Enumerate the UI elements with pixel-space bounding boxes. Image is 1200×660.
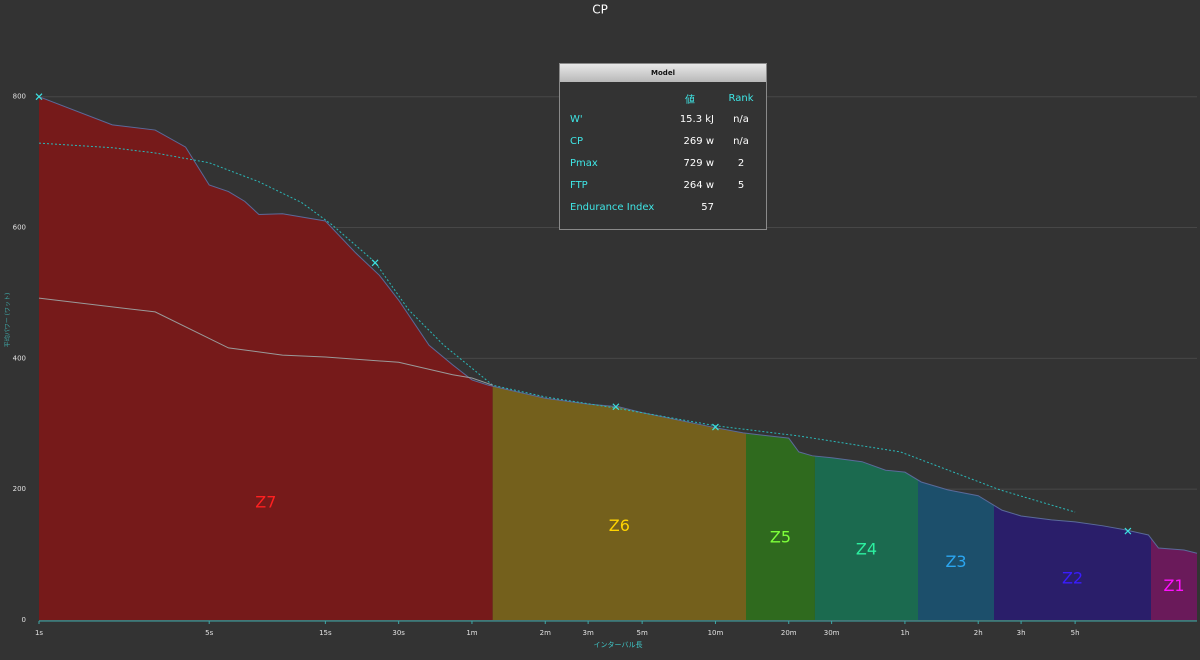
x-tick-label: 1s xyxy=(35,629,43,637)
model-table: 値 Rank W' 15.3 kJ n/a CP 269 w n/a Pmax 729 w 2 FT… xyxy=(570,88,764,218)
table-row: W' 15.3 kJ n/a xyxy=(570,108,764,130)
x-tick-label: 1m xyxy=(466,629,477,637)
x-tick-label: 10m xyxy=(708,629,724,637)
zone-label: Z7 xyxy=(255,493,276,512)
table-cell: 15.3 kJ xyxy=(679,113,714,125)
x-tick-label: 30s xyxy=(392,629,405,637)
marker xyxy=(1124,527,1132,535)
y-tick-label: 400 xyxy=(13,354,26,362)
zone-area xyxy=(746,433,815,620)
table-row: FTP 264 w 5 xyxy=(570,174,764,196)
zone-label: Z2 xyxy=(1062,569,1083,588)
table-cell: Endurance Index xyxy=(570,201,655,213)
column-header: Rank xyxy=(728,92,754,104)
table-cell: 264 w xyxy=(683,179,714,191)
chart-title: CP xyxy=(592,3,608,17)
x-tick-label: 5s xyxy=(205,629,213,637)
panel-title: Model xyxy=(560,64,766,82)
x-tick-label: 5m xyxy=(637,629,648,637)
y-tick-label: 0 xyxy=(22,616,26,624)
table-cell xyxy=(718,196,764,218)
table-cell: n/a xyxy=(733,135,749,147)
zone-area xyxy=(1151,538,1197,620)
x-tick-label: 15s xyxy=(319,629,332,637)
table-row: CP 269 w n/a xyxy=(570,130,764,152)
zone-area xyxy=(39,96,493,620)
column-header: 値 xyxy=(685,94,695,106)
zone-label: Z4 xyxy=(856,540,877,559)
table-row: Pmax 729 w 2 xyxy=(570,152,764,174)
x-axis-label: インターバル長 xyxy=(594,640,643,649)
table-cell: W' xyxy=(570,113,583,125)
table-cell: n/a xyxy=(733,113,749,125)
model-panel: Model 値 Rank W' 15.3 kJ n/a CP 269 w n/a Pmax 72… xyxy=(559,63,767,230)
x-tick-label: 3m xyxy=(582,629,593,637)
x-tick-label: 2m xyxy=(540,629,551,637)
table-cell: 269 w xyxy=(683,135,714,147)
zone-label: Z5 xyxy=(770,528,791,547)
zone-area xyxy=(994,505,1152,620)
marker xyxy=(35,93,43,101)
table-cell: 5 xyxy=(737,179,745,191)
table-row: Endurance Index 57 xyxy=(570,196,764,218)
x-tick-label: 1h xyxy=(900,629,909,637)
table-cell: 57 xyxy=(701,201,714,213)
zone-area xyxy=(814,456,919,620)
table-cell: 729 w xyxy=(683,157,714,169)
y-axis-label: 平均パワー (ワット) xyxy=(4,293,12,348)
table-cell: FTP xyxy=(570,179,588,191)
y-tick-label: 200 xyxy=(13,485,26,493)
y-tick-label: 600 xyxy=(13,224,26,232)
x-tick-label: 5h xyxy=(1071,629,1080,637)
power-line xyxy=(38,297,493,386)
x-tick-label: 20m xyxy=(781,629,797,637)
table-cell: Pmax xyxy=(570,157,598,169)
x-tick-label: 3h xyxy=(1017,629,1026,637)
x-tick-label: 30m xyxy=(824,629,840,637)
table-cell: CP xyxy=(570,135,584,147)
marker xyxy=(612,403,620,411)
zone-area xyxy=(918,480,995,620)
y-tick-label: 800 xyxy=(13,93,26,101)
zone-label: Z6 xyxy=(609,516,630,535)
zone-label: Z1 xyxy=(1163,576,1184,595)
table-cell: 2 xyxy=(737,157,745,169)
zone-area xyxy=(492,386,747,620)
zone-label: Z3 xyxy=(945,552,966,571)
marker xyxy=(712,423,719,431)
marker xyxy=(371,259,379,267)
x-tick-label: 2h xyxy=(974,629,983,637)
